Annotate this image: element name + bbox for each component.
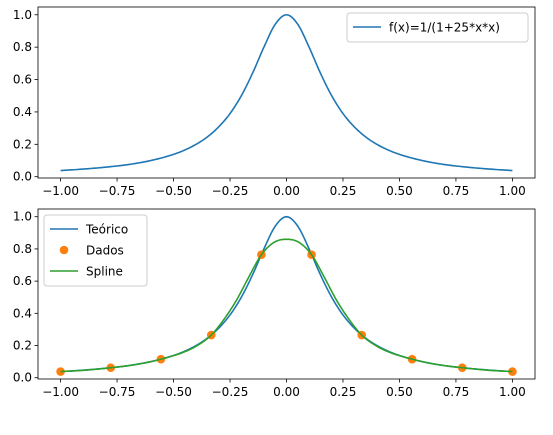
x-tick-label: −0.25 — [212, 385, 249, 399]
legend: f(x)=1/(1+25*x*x) — [346, 12, 529, 43]
y-tick-label: 0.6 — [13, 73, 32, 87]
x-tick-label: 0.25 — [330, 184, 357, 198]
x-tick-label: −0.75 — [99, 184, 136, 198]
x-tick-label: −0.75 — [99, 385, 136, 399]
legend-label: Spline — [86, 265, 123, 279]
x-tick-label: 1.00 — [499, 184, 526, 198]
legend-label: Dados — [86, 244, 124, 258]
y-tick-label: 0.8 — [13, 242, 32, 256]
top-chart: −1.00 −0.75 −0.50 −0.25 0.00 0.25 0.50 0.75 1.00… — [13, 6, 536, 198]
x-tick-label: 0.00 — [273, 385, 300, 399]
bottom-chart: −1.00 −0.75 −0.50 −0.25 0.00 0.25 0.50 0.75 1.00… — [13, 208, 536, 399]
legend-marker — [59, 245, 69, 255]
x-tick-label: −0.50 — [155, 184, 192, 198]
legend-label: f(x)=1/(1+25*x*x) — [389, 21, 500, 35]
y-tick-label: 0.8 — [13, 40, 32, 54]
y-tick-label: 1.0 — [13, 8, 32, 22]
x-tick-label: 0.50 — [386, 184, 413, 198]
y-tick-label: 0.2 — [13, 339, 32, 353]
y-tick-label: 0.2 — [13, 137, 32, 151]
legend-label: Teórico — [85, 223, 128, 237]
y-tick-label: 0.6 — [13, 274, 32, 288]
x-tick-label: 0.75 — [443, 184, 470, 198]
x-tick-label: −1.00 — [42, 385, 79, 399]
legend-box — [43, 214, 148, 287]
x-tick-label: −0.50 — [155, 385, 192, 399]
y-tick-label: 0.0 — [13, 170, 32, 184]
x-tick-label: −1.00 — [42, 184, 79, 198]
x-tick-label: 0.75 — [443, 385, 470, 399]
y-tick-label: 0.4 — [13, 306, 32, 320]
x-tick-label: 0.50 — [386, 385, 413, 399]
series-line — [60, 238, 513, 373]
legend: Teórico Dados Spline — [43, 214, 148, 287]
y-tick-label: 0.0 — [13, 371, 32, 385]
y-tick-label: 0.4 — [13, 105, 32, 119]
series-line — [60, 13, 513, 172]
x-tick-label: 0.00 — [273, 184, 300, 198]
x-tick-label: 0.25 — [330, 385, 357, 399]
x-tick-label: −0.25 — [212, 184, 249, 198]
x-tick-label: 1.00 — [499, 385, 526, 399]
legend-box — [346, 12, 529, 43]
y-tick-label: 1.0 — [13, 210, 32, 224]
